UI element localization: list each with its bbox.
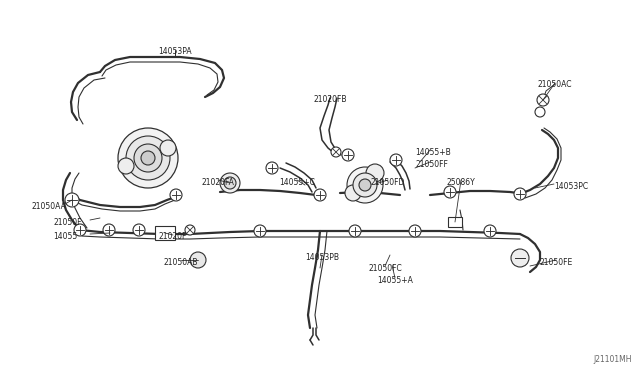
Circle shape xyxy=(314,189,326,201)
FancyBboxPatch shape xyxy=(448,217,462,227)
Text: J21101MH: J21101MH xyxy=(593,355,632,364)
Text: 14055+A: 14055+A xyxy=(377,276,413,285)
Circle shape xyxy=(141,151,155,165)
Circle shape xyxy=(133,224,145,236)
Circle shape xyxy=(484,225,496,237)
Text: 25086Y: 25086Y xyxy=(447,178,476,187)
Circle shape xyxy=(103,224,115,236)
Circle shape xyxy=(331,147,341,157)
Circle shape xyxy=(349,225,361,237)
Circle shape xyxy=(359,179,371,191)
Text: 14055: 14055 xyxy=(53,232,77,241)
Text: 21050AC: 21050AC xyxy=(538,80,572,89)
Text: 14055+C: 14055+C xyxy=(279,178,315,187)
Text: 21050FE: 21050FE xyxy=(540,258,573,267)
Text: 21050FF: 21050FF xyxy=(415,160,448,169)
Circle shape xyxy=(170,189,182,201)
Circle shape xyxy=(353,173,377,197)
Circle shape xyxy=(535,107,545,117)
Circle shape xyxy=(224,177,236,189)
Text: 21020FA: 21020FA xyxy=(202,178,234,187)
Circle shape xyxy=(266,162,278,174)
Circle shape xyxy=(134,144,162,172)
Circle shape xyxy=(345,185,361,201)
Circle shape xyxy=(347,167,383,203)
Circle shape xyxy=(390,154,402,166)
Circle shape xyxy=(511,249,529,267)
Circle shape xyxy=(118,158,134,174)
Text: 21050AA: 21050AA xyxy=(32,202,67,211)
Circle shape xyxy=(342,149,354,161)
Circle shape xyxy=(409,225,421,237)
Text: 14053PA: 14053PA xyxy=(158,47,192,56)
Circle shape xyxy=(160,140,176,156)
Circle shape xyxy=(126,136,170,180)
Circle shape xyxy=(444,186,456,198)
Text: 21050FD: 21050FD xyxy=(371,178,405,187)
Circle shape xyxy=(366,164,384,182)
Text: 21050FC: 21050FC xyxy=(368,264,402,273)
FancyBboxPatch shape xyxy=(155,226,175,240)
Circle shape xyxy=(514,188,526,200)
Circle shape xyxy=(220,173,240,193)
Circle shape xyxy=(185,225,195,235)
Text: 21050F: 21050F xyxy=(53,218,81,227)
Circle shape xyxy=(537,94,549,106)
Circle shape xyxy=(254,225,266,237)
Text: 21020FB: 21020FB xyxy=(313,95,347,104)
Circle shape xyxy=(74,224,86,236)
Circle shape xyxy=(65,193,79,207)
Text: 14053PB: 14053PB xyxy=(305,253,339,262)
Circle shape xyxy=(190,252,206,268)
Text: 14055+B: 14055+B xyxy=(415,148,451,157)
Text: 21050AB: 21050AB xyxy=(164,258,198,267)
Text: 14053PC: 14053PC xyxy=(554,182,588,191)
Circle shape xyxy=(118,128,178,188)
Text: 21020F: 21020F xyxy=(159,232,187,241)
